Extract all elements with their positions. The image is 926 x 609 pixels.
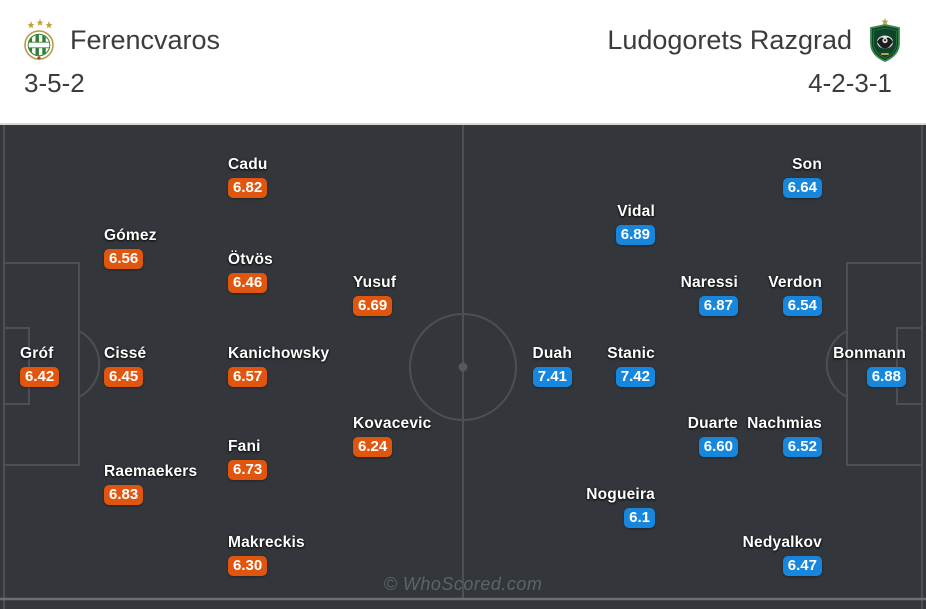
- home-team-name[interactable]: Ferencvaros: [70, 24, 221, 55]
- player-rating-badge: 6.64: [782, 178, 822, 198]
- player-name: Nedyalkov: [742, 534, 822, 551]
- formation-pitch: © WhoScored.com Cadu 6.82 Gómez 6.56 Ötvös 6.…: [0, 125, 926, 609]
- player-rating-badge: 6.69: [353, 296, 393, 316]
- player-home[interactable]: Kovacevic 6.24: [353, 415, 432, 457]
- player-away[interactable]: Nedyalkov 6.47: [743, 534, 822, 576]
- player-home[interactable]: Ötvös 6.46: [228, 251, 273, 293]
- player-rating-badge: 6.83: [104, 485, 144, 505]
- player-name: Nachmias: [747, 415, 822, 432]
- away-team-name[interactable]: Ludogorets Razgrad: [607, 24, 852, 55]
- ludogorets-crest-icon: [868, 18, 902, 62]
- player-name: Nogueira: [586, 486, 655, 503]
- player-away[interactable]: Stanic 7.42: [607, 345, 655, 387]
- player-rating-badge: 6.57: [228, 367, 268, 387]
- player-rating-badge: 6.89: [615, 225, 655, 245]
- player-name: Kanichowsky: [228, 345, 330, 362]
- player-rating-badge: 6.54: [782, 296, 822, 316]
- home-team-row: Ferencvaros: [24, 18, 220, 62]
- player-name: Duarte: [687, 415, 738, 432]
- player-away[interactable]: Vidal 6.89: [615, 203, 655, 245]
- player-away[interactable]: Duarte 6.60: [688, 415, 738, 457]
- player-away[interactable]: Son 6.64: [782, 156, 822, 198]
- player-rating-badge: 6.46: [228, 273, 268, 293]
- home-formation: 3-5-2: [24, 68, 85, 98]
- player-name: Gróf: [20, 345, 54, 362]
- away-team-header: Ludogorets Razgrad 4-2-3-1: [607, 0, 902, 123]
- player-name: Duah: [532, 345, 572, 362]
- player-home[interactable]: Gómez 6.56: [104, 227, 157, 269]
- player-home[interactable]: Raemaekers 6.83: [104, 463, 197, 505]
- match-header: Ferencvaros 3-5-2 Ludogorets Razgrad: [0, 0, 926, 125]
- player-rating-badge: 6.88: [866, 367, 906, 387]
- player-name: Son: [792, 156, 822, 173]
- player-rating-badge: 6.87: [698, 296, 738, 316]
- whoscored-watermark: © WhoScored.com: [383, 574, 543, 594]
- player-home[interactable]: Makreckis 6.30: [228, 534, 305, 576]
- player-name: Gómez: [104, 227, 157, 244]
- ferencvaros-crest-icon: [24, 18, 54, 62]
- player-home[interactable]: Cadu 6.82: [228, 156, 268, 198]
- player-name: Fani: [228, 438, 261, 455]
- player-name: Stanic: [607, 345, 655, 362]
- player-name: Cissé: [104, 345, 147, 362]
- player-home[interactable]: Yusuf 6.69: [353, 274, 396, 316]
- player-rating-badge: 6.45: [104, 367, 144, 387]
- player-rating-badge: 7.42: [615, 367, 655, 387]
- player-home[interactable]: Kanichowsky 6.57: [228, 345, 329, 387]
- player-name: Cadu: [228, 156, 268, 173]
- player-name: Makreckis: [228, 534, 305, 551]
- pitch-markings: [0, 125, 926, 609]
- player-rating-badge: 6.30: [228, 556, 268, 576]
- player-away[interactable]: Verdon 6.54: [768, 274, 822, 316]
- player-rating-badge: 6.52: [782, 437, 822, 457]
- player-rating-badge: 6.24: [353, 437, 393, 457]
- player-home[interactable]: Gróf 6.42: [20, 345, 60, 387]
- player-home[interactable]: Cissé 6.45: [104, 345, 146, 387]
- player-rating-badge: 6.73: [228, 460, 268, 480]
- player-away[interactable]: Naressi 6.87: [681, 274, 738, 316]
- player-name: Ötvös: [228, 251, 273, 268]
- home-team-header: Ferencvaros 3-5-2: [24, 0, 220, 123]
- player-away[interactable]: Nachmias 6.52: [747, 415, 822, 457]
- away-team-row: Ludogorets Razgrad: [607, 18, 902, 62]
- player-rating-badge: 6.82: [228, 178, 268, 198]
- player-rating-badge: 6.47: [782, 556, 822, 576]
- player-away[interactable]: Duah 7.41: [532, 345, 572, 387]
- player-name: Vidal: [617, 203, 655, 220]
- player-away[interactable]: Bonmann 6.88: [833, 345, 906, 387]
- player-home[interactable]: Fani 6.73: [228, 438, 268, 480]
- player-name: Verdon: [768, 274, 822, 291]
- player-name: Kovacevic: [353, 415, 432, 432]
- player-name: Raemaekers: [104, 463, 198, 480]
- player-rating-badge: 6.56: [104, 249, 144, 269]
- player-name: Naressi: [680, 274, 738, 291]
- player-rating-badge: 7.41: [532, 367, 572, 387]
- player-name: Yusuf: [353, 274, 397, 291]
- player-rating-badge: 6.60: [698, 437, 738, 457]
- player-rating-badge: 6.1: [624, 508, 655, 528]
- away-formation: 4-2-3-1: [808, 68, 892, 98]
- player-name: Bonmann: [833, 345, 906, 362]
- player-rating-badge: 6.42: [20, 367, 60, 387]
- player-away[interactable]: Nogueira 6.1: [586, 486, 655, 528]
